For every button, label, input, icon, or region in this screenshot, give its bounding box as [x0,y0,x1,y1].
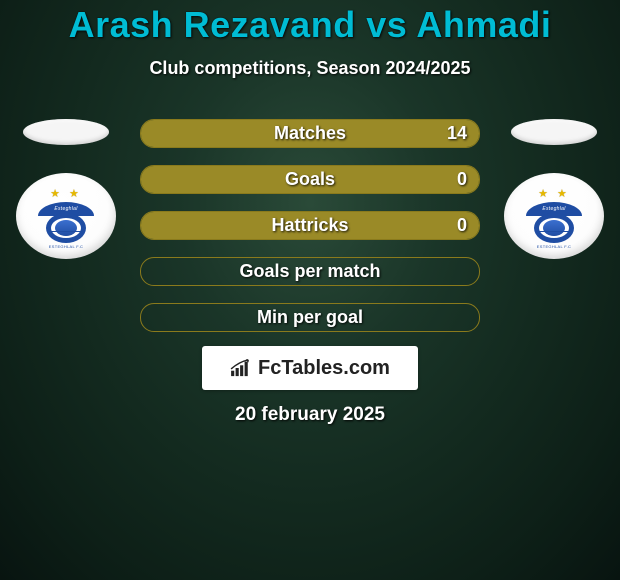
stat-bar: Min per goal [140,303,480,332]
stats-bars: Matches 14 Goals 0 Hattricks 0 Goals per match… [140,119,480,332]
stat-bar: Goals per match [140,257,480,286]
subtitle: Club competitions, Season 2024/2025 [0,58,620,79]
club-sub-text: ESTEGHLAL F.C [38,244,94,249]
stat-value-right: 0 [457,215,467,236]
club-stars-icon: ★ ★ [50,187,82,200]
main-row: ★ ★ Esteghlal ESTEGHLAL F.C Matches 14 Goa… [0,119,620,332]
player-left-flag-placeholder [23,119,109,145]
stat-label: Hattricks [271,215,348,236]
club-crest-icon: Esteghlal ESTEGHLAL F.C [38,202,94,246]
stat-label: Matches [274,123,346,144]
comparison-date: 20 february 2025 [0,404,620,426]
stat-value-right: 0 [457,169,467,190]
comparison-card: Arash Rezavand vs Ahmadi Club competitio… [0,0,620,426]
player-left-club-badge: ★ ★ Esteghlal ESTEGHLAL F.C [16,173,116,259]
stat-label: Goals per match [239,261,380,282]
player-right-club-badge: ★ ★ Esteghlal ESTEGHLAL F.C [504,173,604,259]
stat-value-right: 14 [447,123,467,144]
club-crest-icon: Esteghlal ESTEGHLAL F.C [526,202,582,246]
club-sub-text: ESTEGHLAL F.C [526,244,582,249]
stat-label: Goals [285,169,335,190]
stat-label: Min per goal [257,307,363,328]
stat-bar: Matches 14 [140,119,480,148]
watermark-badge: FcTables.com [202,346,418,390]
watermark-text: FcTables.com [258,357,390,380]
club-script-name: Esteghlal [542,206,565,212]
player-right: ★ ★ Esteghlal ESTEGHLAL F.C [500,119,608,259]
page-title: Arash Rezavand vs Ahmadi [0,4,620,46]
bars-growth-icon [230,359,252,377]
club-script-name: Esteghlal [54,206,77,212]
player-left: ★ ★ Esteghlal ESTEGHLAL F.C [12,119,120,259]
club-stars-icon: ★ ★ [538,187,570,200]
player-right-flag-placeholder [511,119,597,145]
stat-bar: Goals 0 [140,165,480,194]
stat-bar: Hattricks 0 [140,211,480,240]
